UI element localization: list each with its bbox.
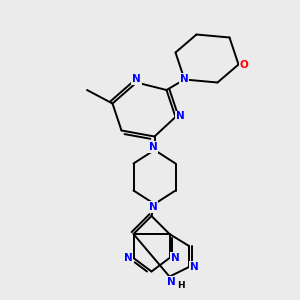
Text: N: N xyxy=(190,262,199,272)
Text: N: N xyxy=(148,142,158,152)
Text: O: O xyxy=(239,59,248,70)
Text: N: N xyxy=(167,277,176,287)
Text: N: N xyxy=(170,253,179,263)
Text: N: N xyxy=(148,202,158,212)
Text: N: N xyxy=(176,111,184,122)
Text: N: N xyxy=(179,74,188,84)
Text: H: H xyxy=(177,280,185,290)
Text: N: N xyxy=(124,253,133,263)
Text: N: N xyxy=(132,74,141,84)
